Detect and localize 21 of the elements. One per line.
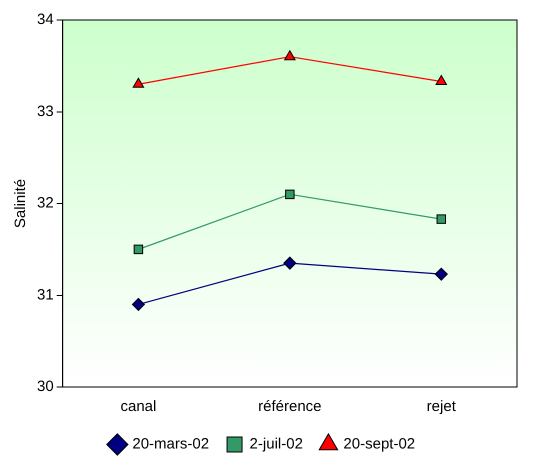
point: [436, 74, 447, 85]
x-tick-label: référence: [258, 398, 322, 416]
point: [132, 298, 145, 311]
x-tick-label: rejet: [426, 398, 457, 416]
point: [134, 244, 144, 254]
y-tick-label: 34: [36, 11, 54, 28]
legend-label: 2-juil-02: [250, 436, 303, 453]
point: [436, 214, 446, 224]
x-tick-label: canal: [120, 398, 156, 416]
point: [284, 50, 296, 60]
y-tick-label: 31: [36, 286, 54, 304]
point: [285, 190, 295, 200]
y-tick-label: 30: [36, 378, 54, 396]
y-tick-label: 32: [36, 194, 54, 212]
point: [434, 268, 448, 281]
y-axis-title: Salinité: [12, 178, 30, 228]
y-tick-label: 33: [36, 102, 54, 120]
legend-label: 20-mars-02: [132, 436, 210, 453]
legend-label: 20-sept-02: [343, 436, 416, 453]
point: [132, 78, 144, 88]
point: [283, 256, 296, 270]
